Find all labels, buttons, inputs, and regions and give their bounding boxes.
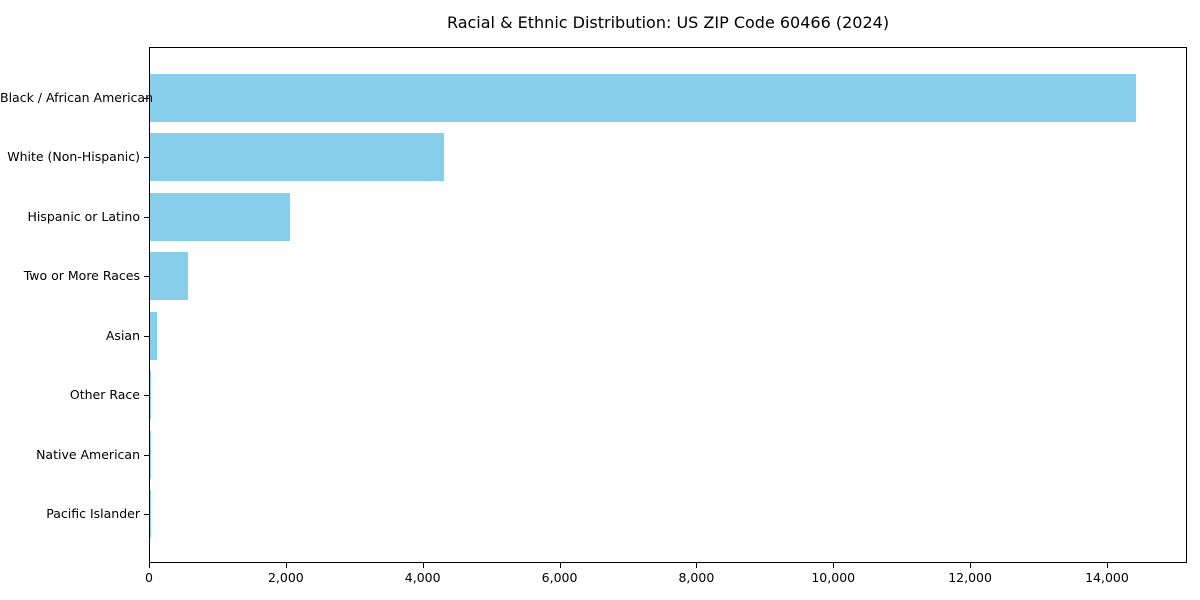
- y-tick-mark: [144, 454, 149, 456]
- y-tick-label: Native American: [36, 446, 140, 462]
- bar: [150, 490, 151, 538]
- y-tick-mark: [144, 157, 149, 159]
- x-tick-mark: [422, 563, 424, 568]
- x-tick-label: 12,000: [948, 570, 992, 585]
- x-tick-mark: [149, 563, 150, 568]
- y-tick-label: Other Race: [69, 387, 140, 403]
- x-tick-label: 4,000: [404, 570, 441, 585]
- y-tick-label: Two or More Races: [23, 268, 140, 284]
- y-tick-label: Asian: [105, 327, 140, 343]
- x-tick-mark: [696, 563, 698, 568]
- x-tick-label: 8,000: [678, 570, 715, 585]
- y-tick-label: Pacific Islander: [46, 506, 140, 521]
- chart-title: Racial & Ethnic Distribution: US ZIP Cod…: [446, 13, 890, 32]
- x-tick-mark: [970, 563, 972, 568]
- y-tick-mark: [144, 514, 149, 515]
- x-tick-mark: [833, 563, 835, 568]
- bar: [150, 133, 445, 182]
- bar: [150, 192, 290, 241]
- bar: [150, 430, 151, 479]
- x-tick-mark: [285, 563, 287, 568]
- bar: [150, 252, 188, 301]
- y-tick-mark: [144, 395, 149, 397]
- y-tick-mark: [144, 335, 149, 337]
- x-tick-label: 14,000: [1085, 570, 1129, 585]
- bar: [150, 371, 152, 420]
- y-tick-label: Hispanic or Latino: [27, 208, 140, 224]
- y-tick-label: White (Non-Hispanic): [7, 149, 140, 165]
- x-tick-label: 10,000: [811, 570, 856, 585]
- y-tick-mark: [144, 216, 149, 218]
- y-tick-mark: [144, 276, 149, 278]
- bar: [150, 74, 1136, 122]
- x-tick-mark: [559, 563, 561, 568]
- x-tick-label: 2,000: [267, 570, 304, 585]
- x-tick-label: 0: [145, 570, 153, 585]
- y-tick-mark: [144, 98, 149, 99]
- y-tick-label: Black / African American: [0, 90, 154, 105]
- plot-area: [149, 47, 1187, 563]
- bar: [150, 311, 157, 360]
- x-tick-label: 6,000: [541, 570, 578, 585]
- x-tick-mark: [1106, 563, 1108, 568]
